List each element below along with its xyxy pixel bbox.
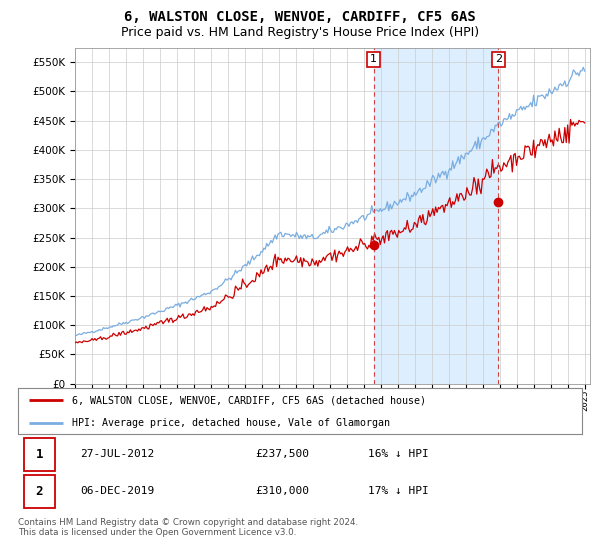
Text: 2: 2 — [35, 485, 43, 498]
Text: 6, WALSTON CLOSE, WENVOE, CARDIFF, CF5 6AS (detached house): 6, WALSTON CLOSE, WENVOE, CARDIFF, CF5 6… — [71, 395, 425, 405]
Text: 17% ↓ HPI: 17% ↓ HPI — [368, 486, 428, 496]
Text: Price paid vs. HM Land Registry's House Price Index (HPI): Price paid vs. HM Land Registry's House … — [121, 26, 479, 39]
Text: HPI: Average price, detached house, Vale of Glamorgan: HPI: Average price, detached house, Vale… — [71, 418, 389, 428]
Text: £310,000: £310,000 — [255, 486, 309, 496]
Text: 1: 1 — [370, 54, 377, 64]
Text: 1: 1 — [35, 447, 43, 461]
Text: 16% ↓ HPI: 16% ↓ HPI — [368, 449, 428, 459]
Text: 06-DEC-2019: 06-DEC-2019 — [80, 486, 154, 496]
FancyBboxPatch shape — [23, 475, 55, 508]
Bar — [374, 48, 499, 384]
Text: 2: 2 — [495, 54, 502, 64]
Text: 27-JUL-2012: 27-JUL-2012 — [80, 449, 154, 459]
Text: 6, WALSTON CLOSE, WENVOE, CARDIFF, CF5 6AS: 6, WALSTON CLOSE, WENVOE, CARDIFF, CF5 6… — [124, 10, 476, 24]
FancyBboxPatch shape — [23, 437, 55, 471]
Text: Contains HM Land Registry data © Crown copyright and database right 2024.
This d: Contains HM Land Registry data © Crown c… — [18, 518, 358, 538]
Text: £237,500: £237,500 — [255, 449, 309, 459]
